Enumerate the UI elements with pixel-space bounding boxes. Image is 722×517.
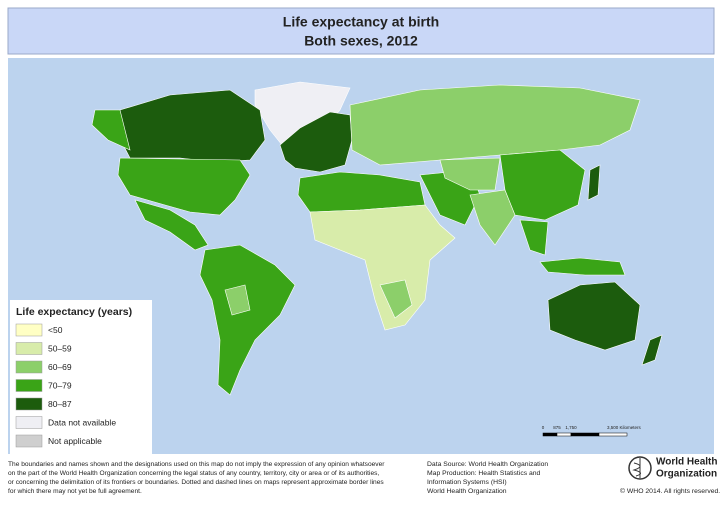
legend-items: <50 50–59 60–69 70–79 80–87 Data not availabl… <box>15 323 116 448</box>
scale-segment <box>556 432 572 437</box>
sub-saharan-africa <box>309 204 456 331</box>
india <box>469 189 516 246</box>
new-zealand <box>641 334 663 366</box>
disclaimer: The boundaries and names shown and the d… <box>8 461 385 495</box>
japan <box>587 164 601 201</box>
europe <box>279 111 353 173</box>
alaska <box>91 109 131 151</box>
southern-africa <box>379 279 413 319</box>
legend-label: <50 <box>48 325 63 335</box>
credit-line: World Health Organization <box>427 488 507 495</box>
title-band <box>7 7 715 55</box>
disclaimer-line: The boundaries and names shown and the d… <box>8 461 385 468</box>
legend-swatch <box>15 379 43 392</box>
australia <box>547 281 641 351</box>
who-emblem-staff <box>632 458 641 478</box>
scale-segment <box>598 432 628 437</box>
legend-swatch <box>15 323 43 337</box>
indonesia <box>539 257 626 276</box>
land <box>91 81 663 396</box>
canada <box>117 89 266 163</box>
scale-label: 3,500 Kilometers <box>607 425 642 430</box>
scale-segment <box>570 432 600 437</box>
legend-label: Data not available <box>48 417 116 427</box>
russia <box>349 84 641 166</box>
usa <box>117 157 251 216</box>
southeast-asia <box>519 219 549 256</box>
subtitle: Both sexes, 2012 <box>304 33 418 49</box>
legend-title: Life expectancy (years) <box>16 306 132 318</box>
scale-label: 875 <box>553 425 561 430</box>
legend-swatch <box>15 342 43 355</box>
bolivia <box>224 284 251 316</box>
scale-segment <box>542 432 558 437</box>
legend-swatch <box>15 360 43 374</box>
scale-label: 0 <box>542 425 545 430</box>
disclaimer-line: or concerning the delimitation of its fr… <box>8 479 384 486</box>
legend-label: 50–59 <box>48 343 72 353</box>
legend-swatch <box>15 434 43 448</box>
legend-swatch <box>15 397 43 411</box>
credit-line: Map Production: Health Statistics and <box>427 470 541 477</box>
logo-line: World Health <box>656 457 717 468</box>
mexico-central-america <box>134 199 209 251</box>
legend-label: 80–87 <box>48 399 72 409</box>
china <box>499 149 586 221</box>
credit-line: Information Systems (HSI) <box>427 479 507 486</box>
disclaimer-line: for which there may not yet be full agre… <box>8 488 142 495</box>
legend-box <box>10 300 152 454</box>
legend-label: Not applicable <box>48 436 102 446</box>
copyright: © WHO 2014. All rights reserved. <box>620 487 720 495</box>
credit-line: Data Source: World Health Organization <box>427 461 548 468</box>
legend-label: 60–69 <box>48 362 72 372</box>
disclaimer-line: on the part of the World Health Organiza… <box>8 470 379 477</box>
credits: Data Source: World Health Organization Ma… <box>427 461 548 495</box>
south-america <box>199 244 296 396</box>
legend-swatch <box>15 416 43 429</box>
logo-line: Organization <box>656 469 717 480</box>
scale-label: 1,750 <box>565 425 577 430</box>
legend-label: 70–79 <box>48 380 72 390</box>
scale-bar: 0 875 1,750 3,500 Kilometers <box>542 425 642 437</box>
central-asia <box>439 157 501 191</box>
title: Life expectancy at birth <box>283 14 439 30</box>
